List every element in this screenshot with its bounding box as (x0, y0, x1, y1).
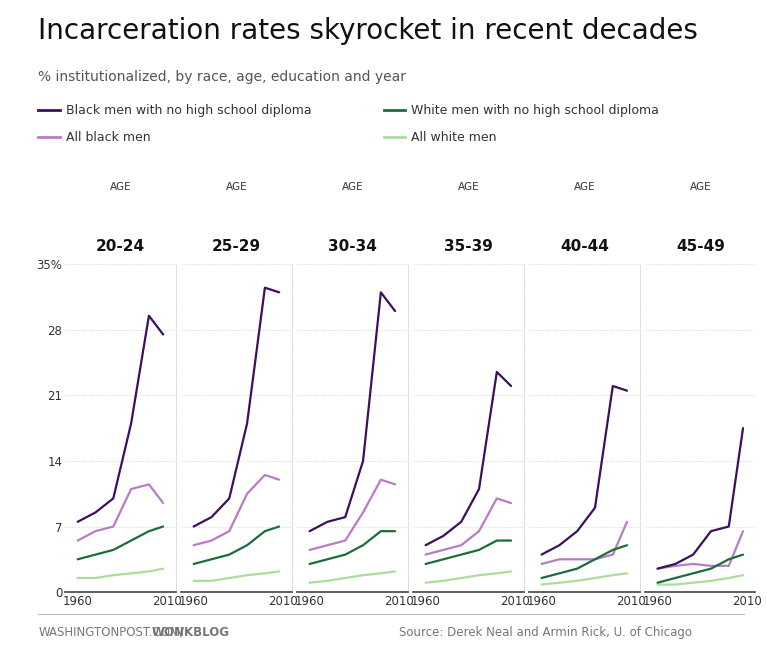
Text: Incarceration rates skyrocket in recent decades: Incarceration rates skyrocket in recent … (38, 17, 698, 45)
Text: AGE: AGE (458, 182, 479, 192)
Text: 45-49: 45-49 (676, 240, 725, 254)
Text: AGE: AGE (110, 182, 131, 192)
Text: White men with no high school diploma: White men with no high school diploma (411, 104, 659, 117)
Text: WONKBLOG: WONKBLOG (152, 626, 230, 638)
Text: 40-44: 40-44 (560, 240, 609, 254)
Text: AGE: AGE (574, 182, 595, 192)
Text: Black men with no high school diploma: Black men with no high school diploma (66, 104, 311, 117)
Text: AGE: AGE (341, 182, 363, 192)
Text: 35-39: 35-39 (444, 240, 492, 254)
Text: All white men: All white men (411, 130, 496, 144)
Text: Source: Derek Neal and Armin Rick, U. of Chicago: Source: Derek Neal and Armin Rick, U. of… (399, 626, 692, 638)
Text: WASHINGTONPOST.COM/: WASHINGTONPOST.COM/ (38, 626, 185, 638)
Text: 20-24: 20-24 (96, 240, 145, 254)
Text: AGE: AGE (225, 182, 247, 192)
Text: 30-34: 30-34 (328, 240, 377, 254)
Text: % institutionalized, by race, age, education and year: % institutionalized, by race, age, educa… (38, 70, 407, 84)
Text: All black men: All black men (66, 130, 150, 144)
Text: AGE: AGE (690, 182, 711, 192)
Text: 25-29: 25-29 (212, 240, 261, 254)
